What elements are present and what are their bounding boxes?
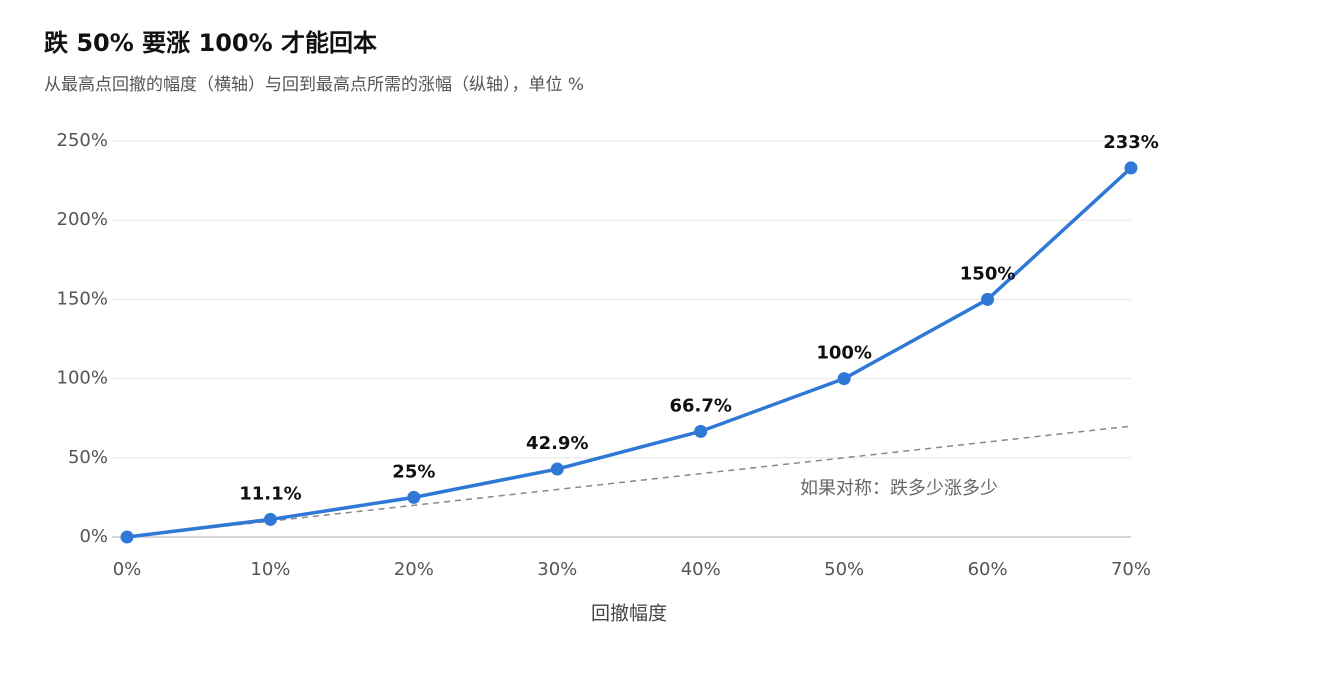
data-point: [837, 372, 851, 386]
y-tick-label: 50%: [68, 447, 108, 468]
chart-title: 跌 50% 要涨 100% 才能回本: [44, 29, 377, 57]
x-tick-label: 60%: [968, 559, 1008, 580]
reference-line: [126, 425, 1132, 538]
y-tick-label: 0%: [79, 526, 108, 547]
data-label: 233%: [1103, 132, 1159, 153]
x-tick-label: 10%: [250, 559, 290, 580]
data-point: [263, 512, 277, 526]
data-point: [550, 462, 564, 476]
x-tick-label: 70%: [1111, 559, 1151, 580]
data-point: [407, 490, 421, 504]
chart-subtitle: 从最高点回撤的幅度（横轴）与回到最高点所需的涨幅（纵轴），单位 %: [44, 75, 584, 95]
data-point: [120, 530, 134, 544]
x-tick-label: 30%: [537, 559, 577, 580]
data-label: 150%: [960, 263, 1016, 284]
data-point: [1124, 161, 1138, 175]
data-label: 100%: [816, 343, 872, 364]
data-label: 66.7%: [669, 395, 731, 416]
x-tick-label: 20%: [394, 559, 434, 580]
series-annotation: 如果对称：跌多少涨多少: [800, 478, 998, 499]
y-tick-label: 150%: [57, 288, 108, 309]
y-tick-label: 200%: [57, 209, 108, 230]
data-point: [981, 292, 995, 306]
data-label: 42.9%: [526, 433, 588, 454]
data-line: [126, 166, 1133, 539]
y-tick-label: 250%: [57, 130, 108, 151]
x-tick-label: 40%: [681, 559, 721, 580]
data-point: [694, 424, 708, 438]
data-label: 11.1%: [239, 483, 301, 504]
x-tick-label: 0%: [113, 559, 142, 580]
x-tick-label: 50%: [824, 559, 864, 580]
y-tick-label: 100%: [57, 368, 108, 389]
data-label: 25%: [392, 461, 435, 482]
x-axis-title: 回撤幅度: [591, 603, 667, 625]
